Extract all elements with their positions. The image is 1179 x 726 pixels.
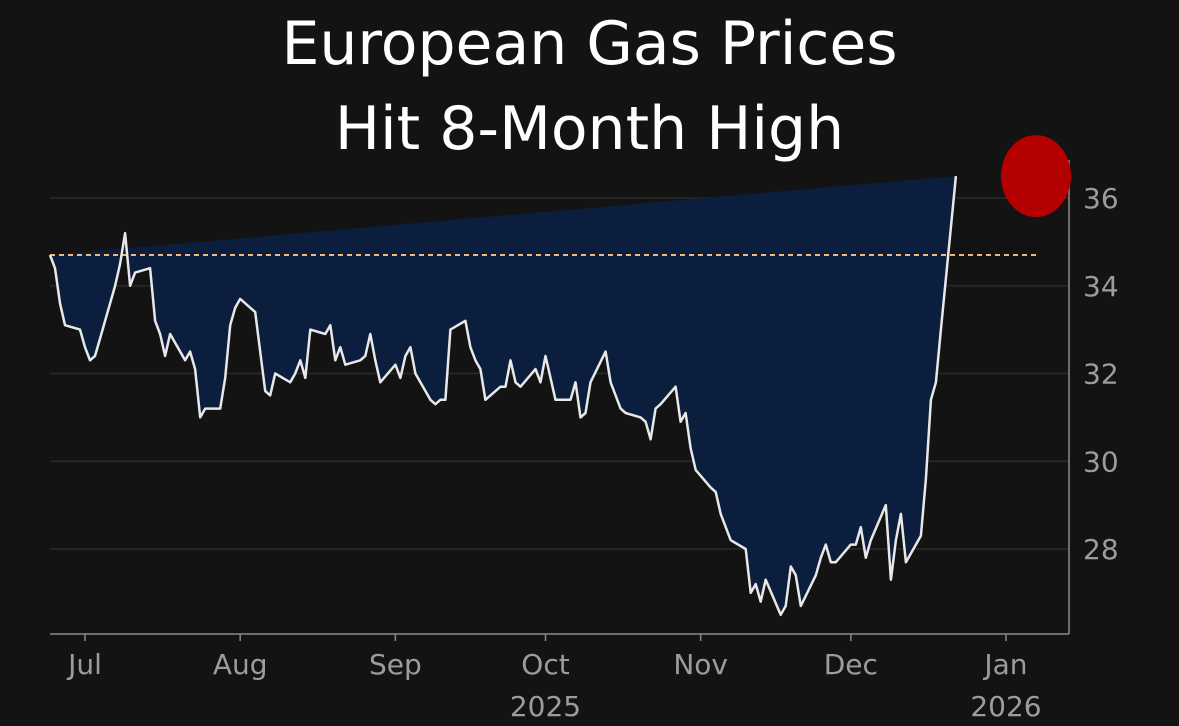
- axes: [50, 160, 1070, 635]
- x-tick-jul: Jul: [66, 648, 102, 681]
- high-point-marker: [1001, 135, 1071, 218]
- year-label-2025: 2025: [510, 690, 581, 723]
- y-tick-36: 36: [1083, 182, 1119, 215]
- chart-title-line-1: European Gas Prices: [281, 9, 898, 79]
- year-label-2026: 2026: [970, 690, 1041, 723]
- y-tick-32: 32: [1083, 358, 1119, 391]
- x-tick-nov: Nov: [673, 648, 728, 681]
- price-line: [48, 175, 958, 617]
- y-tick-30: 30: [1083, 445, 1119, 478]
- y-tick-34: 34: [1083, 270, 1119, 303]
- chart-title-line-2: Hit 8-Month High: [334, 94, 845, 164]
- y-axis-ticks: 28 30 32 34 36: [1083, 182, 1119, 566]
- x-tick-aug: Aug: [213, 648, 268, 681]
- x-tick-jan: Jan: [982, 648, 1027, 681]
- x-axis-ticks: Jul Aug Sep Oct Nov Dec Jan 2025 2026: [66, 634, 1042, 723]
- x-tick-oct: Oct: [521, 648, 569, 681]
- x-tick-sep: Sep: [369, 648, 422, 681]
- y-tick-28: 28: [1083, 533, 1119, 566]
- x-tick-dec: Dec: [824, 648, 878, 681]
- price-area: [50, 176, 956, 615]
